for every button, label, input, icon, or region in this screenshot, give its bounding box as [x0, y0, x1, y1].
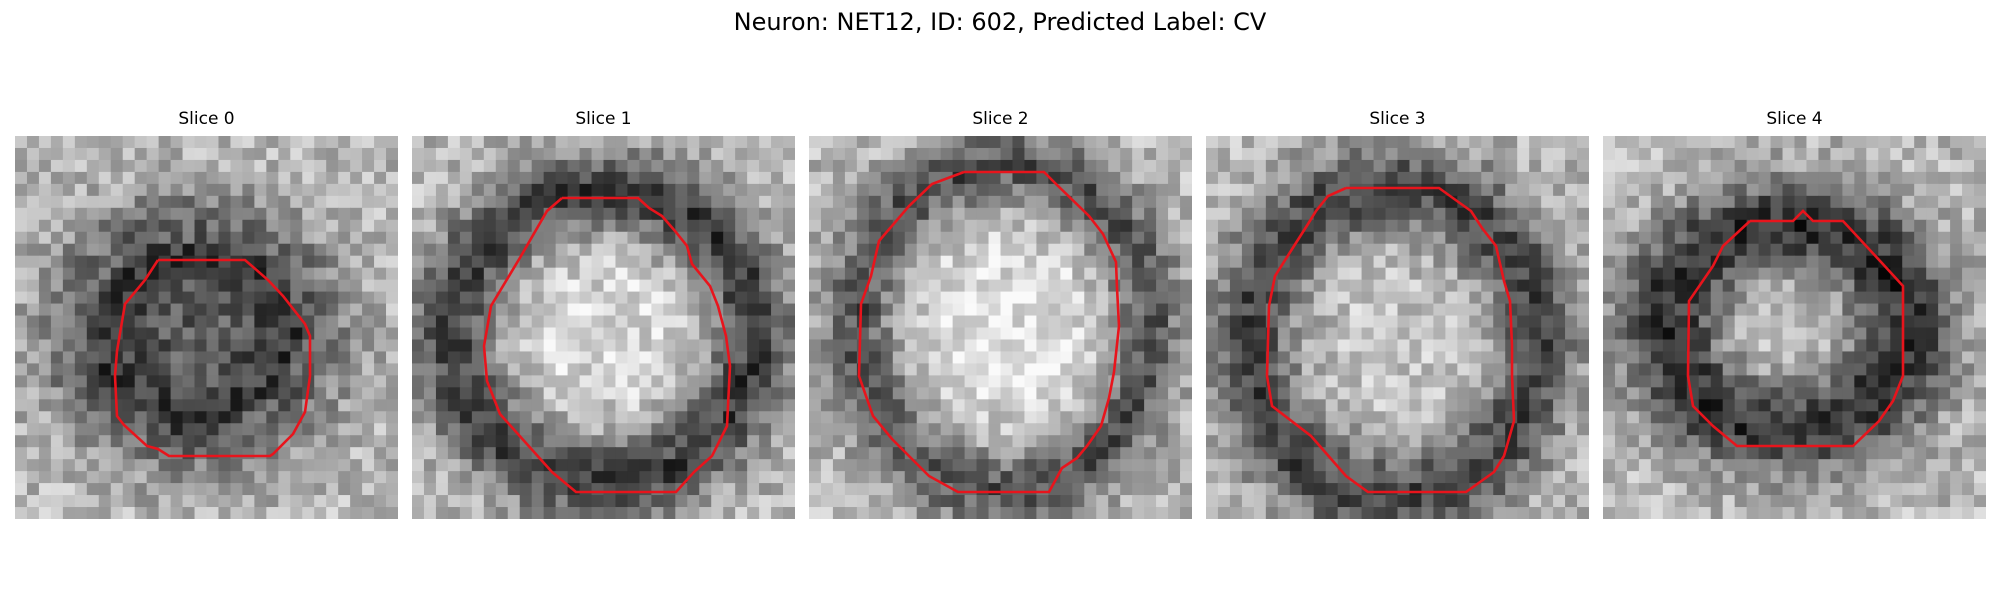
slice-title-4: Slice 4 [1766, 109, 1823, 129]
slice-image-2 [809, 136, 1192, 519]
slice-image-4 [1603, 136, 1986, 519]
slice-image-3 [1206, 136, 1589, 519]
slice-image-1 [412, 136, 795, 519]
slice-panel-2: Slice 2 [809, 108, 1192, 519]
micrograph-0 [15, 136, 398, 519]
figure-title: Neuron: NET12, ID: 602, Predicted Label:… [733, 8, 1267, 36]
micrograph-1 [412, 136, 795, 519]
slice-title-3: Slice 3 [1369, 109, 1426, 129]
slice-panel-4: Slice 4 [1603, 108, 1986, 519]
slice-title-1: Slice 1 [575, 109, 632, 129]
slice-title-2: Slice 2 [972, 109, 1029, 129]
micrograph-2 [809, 136, 1192, 519]
slice-title-0: Slice 0 [178, 109, 235, 129]
micrograph-3 [1206, 136, 1589, 519]
segmentation-contour-2 [857, 170, 1121, 494]
micrograph-4 [1603, 136, 1986, 519]
slice-panel-3: Slice 3 [1206, 108, 1589, 519]
slice-panel-1: Slice 1 [412, 108, 795, 519]
slice-image-0 [15, 136, 398, 519]
segmentation-contour-4 [1686, 209, 1905, 448]
segmentation-contour-0 [113, 258, 312, 458]
segmentation-contour-1 [482, 196, 732, 494]
slice-panel-0: Slice 0 [15, 108, 398, 519]
segmentation-contour-3 [1265, 186, 1516, 494]
